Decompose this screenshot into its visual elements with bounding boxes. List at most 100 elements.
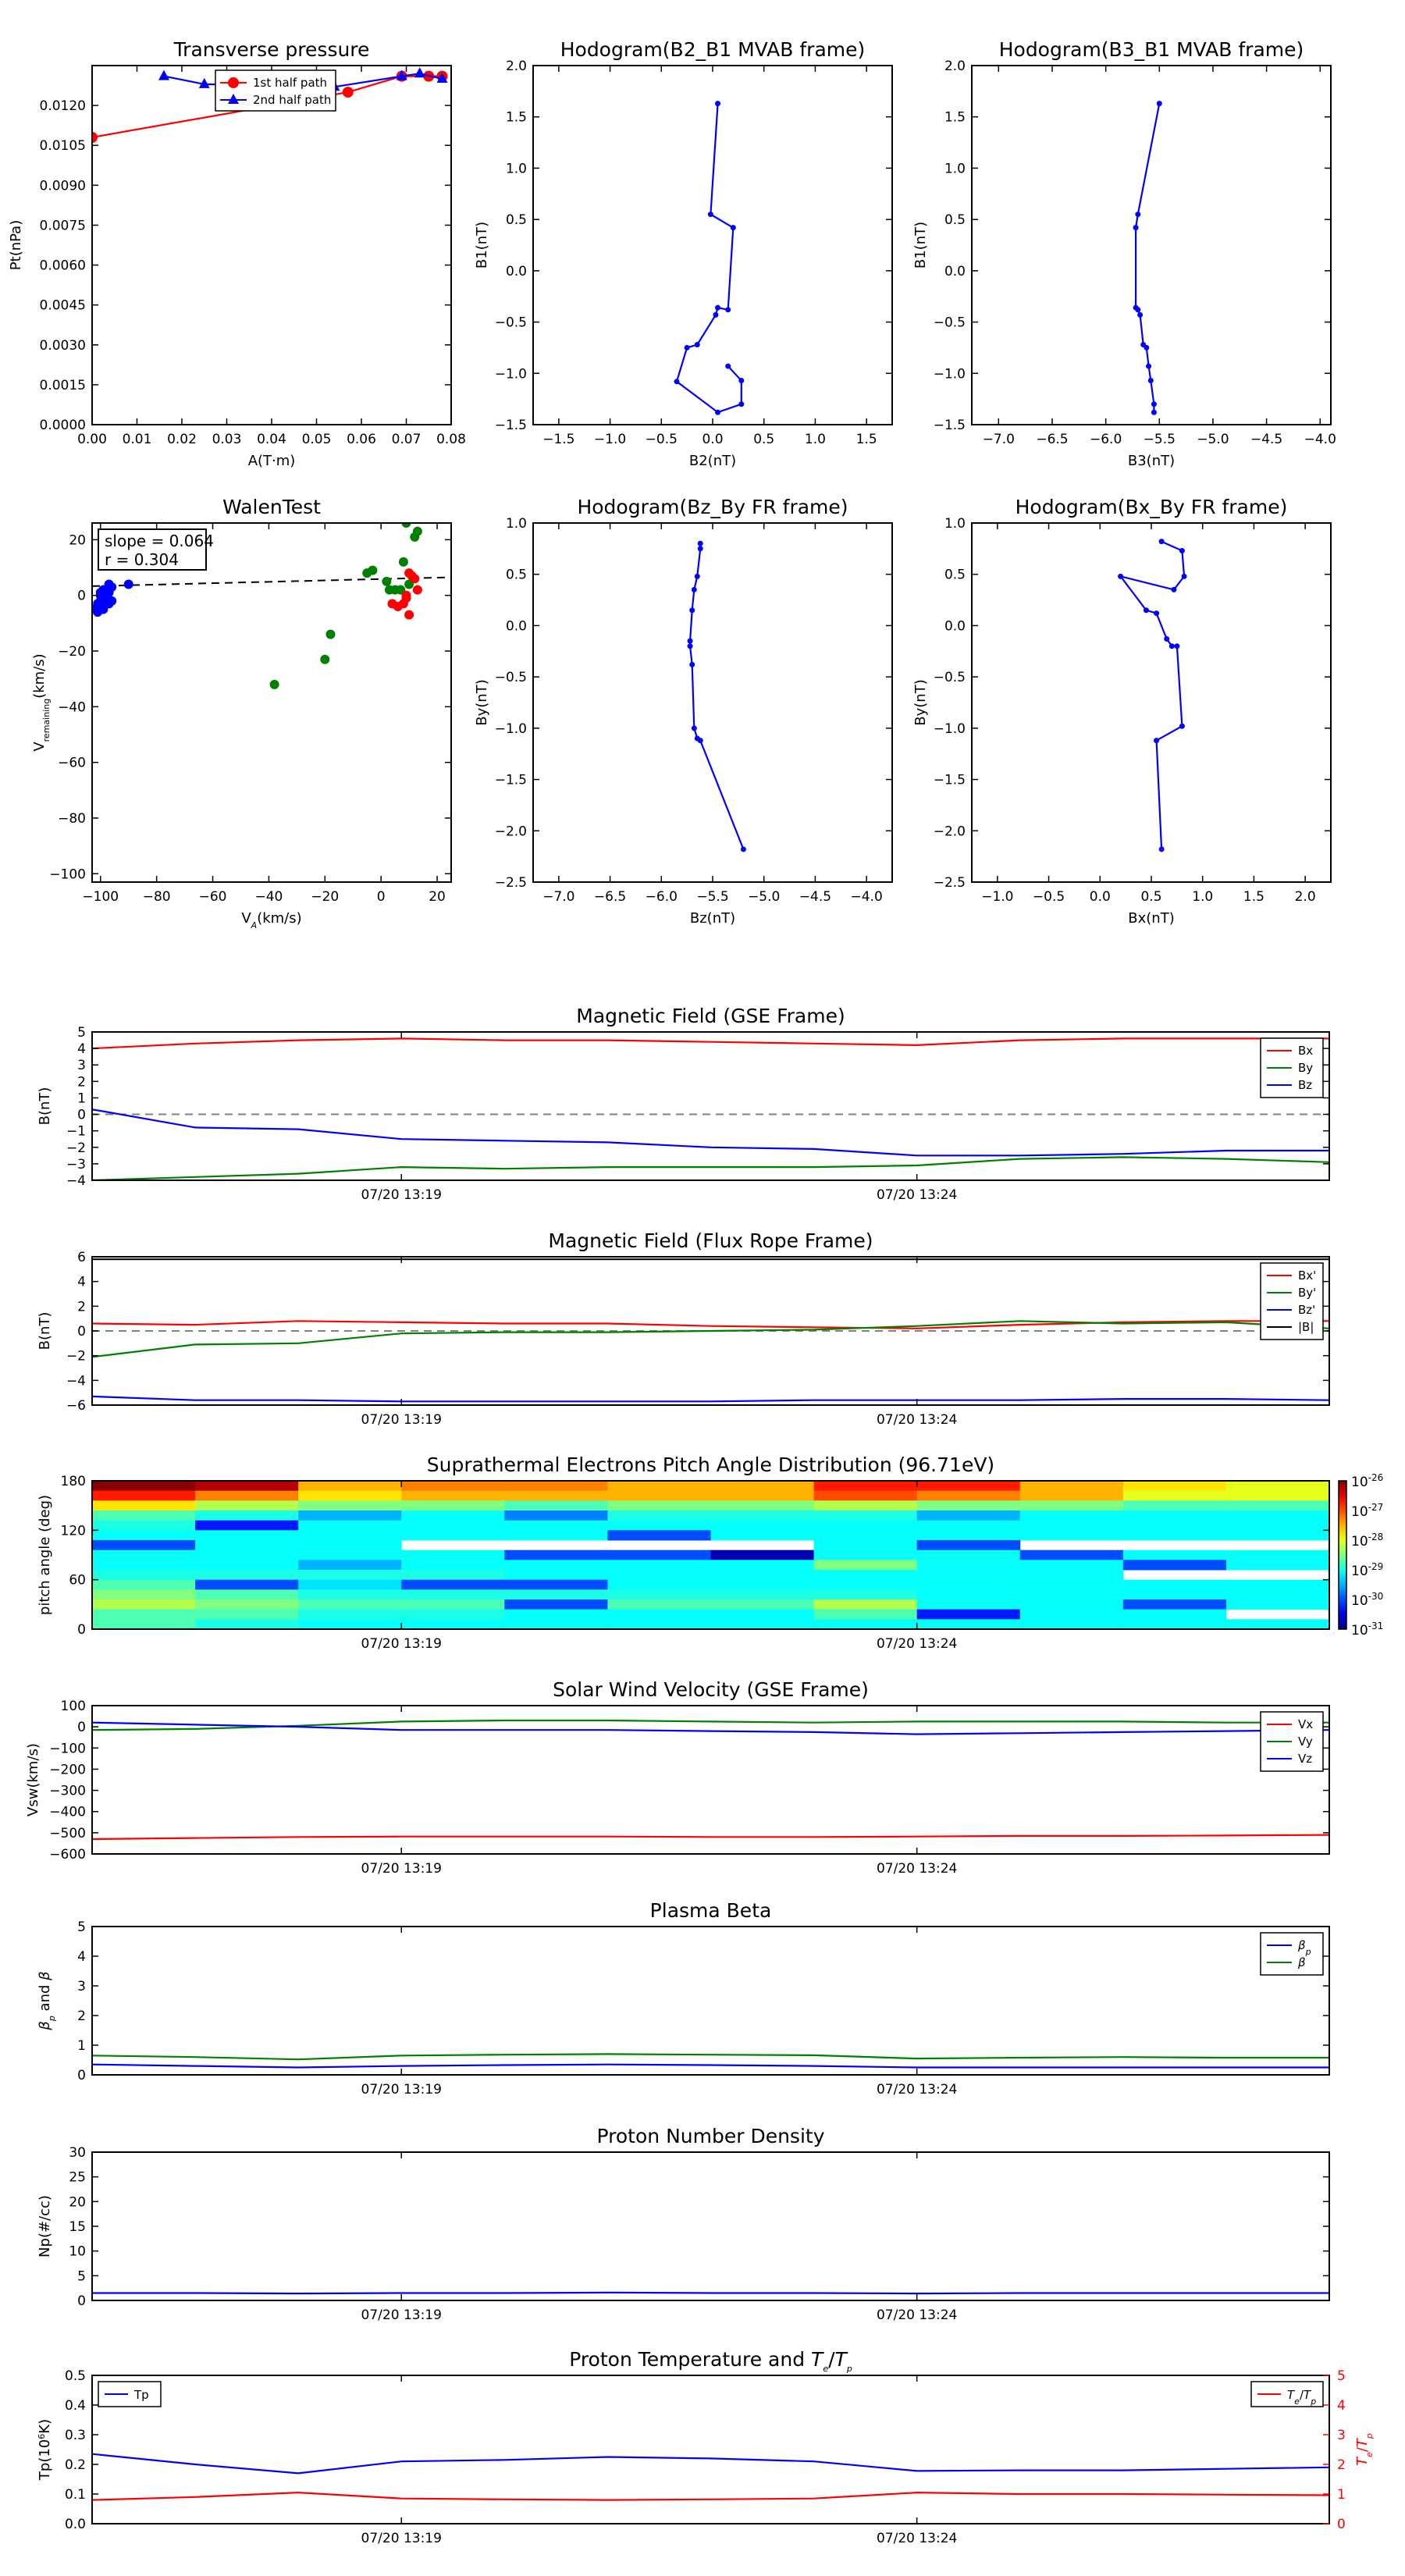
heatmap-cell bbox=[916, 1550, 1021, 1560]
heatmap-cell bbox=[298, 1619, 402, 1629]
heatmap-cell bbox=[401, 1570, 505, 1581]
heatmap-cell bbox=[916, 1530, 1021, 1541]
y-tick-label: −200 bbox=[49, 1762, 86, 1777]
heatmap-cell bbox=[298, 1510, 402, 1521]
data-point bbox=[1133, 225, 1139, 231]
data-point bbox=[740, 846, 746, 852]
colorbar-tick-label: 10-26 bbox=[1351, 1472, 1383, 1490]
x-tick-label: 07/20 13:24 bbox=[877, 2307, 957, 2323]
data-point bbox=[1158, 539, 1165, 545]
heatmap-cell bbox=[916, 1570, 1021, 1581]
y-tick-label: 0.4 bbox=[65, 2398, 86, 2414]
legend bbox=[215, 69, 336, 112]
x-tick-label: −5.5 bbox=[1144, 432, 1176, 447]
x-tick-label: −20 bbox=[311, 889, 339, 905]
y-tick-label: 0.0000 bbox=[40, 418, 86, 433]
data-point bbox=[689, 661, 695, 667]
y-tick-label: 4 bbox=[77, 1041, 86, 1057]
colorbar-tick-label: 10-29 bbox=[1351, 1561, 1383, 1579]
heatmap-cell bbox=[813, 1550, 918, 1560]
heatmap-cell bbox=[710, 1560, 815, 1571]
heatmap-cell bbox=[195, 1530, 299, 1541]
heatmap-cell bbox=[401, 1510, 505, 1521]
heatmap-cell bbox=[607, 1589, 711, 1600]
heatmap-cell bbox=[710, 1520, 815, 1531]
data-point bbox=[689, 607, 695, 614]
y-tick-label: 1.0 bbox=[506, 516, 527, 532]
x-tick-label: 07/20 13:19 bbox=[361, 1861, 442, 1877]
heatmap-cell bbox=[1225, 1579, 1329, 1590]
heatmap-cell bbox=[1225, 1619, 1329, 1629]
legend-label: Vx bbox=[1298, 1717, 1313, 1731]
y-axis-label: B1(nT) bbox=[474, 222, 490, 269]
y-tick-label: −1.5 bbox=[495, 773, 527, 788]
data-point bbox=[738, 377, 745, 383]
heatmap-cell bbox=[92, 1490, 196, 1501]
heatmap-cell bbox=[1019, 1500, 1124, 1511]
heatmap-cell bbox=[1225, 1520, 1329, 1531]
x-tick-label: −1.5 bbox=[542, 432, 574, 447]
panel-temp: Proton Temperature and Te/Tp 07/20 13:19 0… bbox=[37, 2348, 1375, 2546]
heatmap-cell bbox=[1122, 1579, 1227, 1590]
y-right-tick-label: 3 bbox=[1337, 2428, 1346, 2443]
heatmap-cell bbox=[195, 1599, 299, 1610]
heatmap-cell bbox=[1019, 1550, 1124, 1560]
annotation-r: r = 0.304 bbox=[105, 550, 179, 569]
data-point bbox=[398, 557, 408, 567]
y-tick-label: 2.0 bbox=[944, 59, 966, 74]
heatmap-cell bbox=[92, 1570, 196, 1581]
heatmap-cell bbox=[92, 1579, 196, 1590]
heatmap-cell bbox=[813, 1619, 918, 1629]
x-tick-label: 2.0 bbox=[1295, 889, 1316, 905]
heatmap-cell bbox=[607, 1500, 711, 1511]
data-point bbox=[414, 67, 425, 78]
panel-np: Proton Number Density 07/20 13:19 07/20 13… bbox=[37, 2125, 1330, 2323]
heatmap-cell bbox=[607, 1510, 711, 1521]
heatmap-cell bbox=[298, 1530, 402, 1541]
data-point bbox=[104, 579, 114, 589]
x-tick-label: 0.03 bbox=[212, 432, 242, 447]
heatmap-cell bbox=[504, 1490, 608, 1501]
y-tick-label: 0.5 bbox=[944, 568, 966, 583]
y-tick-label: 10 bbox=[69, 2244, 86, 2260]
data-point bbox=[412, 585, 422, 595]
x-axis-label: A(T·m) bbox=[248, 453, 296, 469]
heatmap-cell bbox=[813, 1500, 918, 1511]
axes-frame bbox=[532, 522, 893, 883]
heatmap-cell bbox=[298, 1560, 402, 1571]
panel-h4: Hodogram(Bx_By FR frame) −1.0 −0.5 0.0 0.5 1.… bbox=[912, 496, 1332, 927]
heatmap-cell bbox=[298, 1550, 402, 1560]
x-tick-label: 07/20 13:24 bbox=[877, 2082, 957, 2097]
y-tick-label: 0.0075 bbox=[40, 218, 86, 233]
x-axis-label: Bx(nT) bbox=[1128, 910, 1174, 927]
series-line-Vy bbox=[92, 1719, 1329, 1731]
y-tick-label: −400 bbox=[49, 1805, 86, 1820]
heatmap-cell bbox=[916, 1589, 1021, 1600]
heatmap-cell bbox=[607, 1599, 711, 1610]
y-tick-label: 180 bbox=[61, 1474, 86, 1489]
heatmap-cell bbox=[195, 1540, 299, 1551]
x-tick-label: 1.5 bbox=[856, 432, 877, 447]
x-tick-label: −0.5 bbox=[646, 432, 678, 447]
heatmap-cell bbox=[710, 1609, 815, 1620]
heatmap-cell bbox=[1225, 1550, 1329, 1560]
y-tick-label: −40 bbox=[58, 699, 86, 715]
data-point bbox=[1154, 738, 1160, 744]
y-axis-label: Pt(nPa) bbox=[8, 220, 24, 270]
x-tick-label: 1.5 bbox=[1243, 889, 1264, 905]
y-right-tick-label: 1 bbox=[1337, 2487, 1346, 2503]
data-point bbox=[1156, 101, 1162, 107]
data-point bbox=[123, 579, 133, 589]
x-tick-label: 0.5 bbox=[753, 432, 774, 447]
heatmap-cell bbox=[813, 1609, 918, 1620]
heatmap-cell bbox=[195, 1550, 299, 1560]
data-point bbox=[715, 409, 721, 415]
y-tick-label: −4 bbox=[66, 1173, 86, 1189]
y-tick-label: −100 bbox=[49, 866, 86, 882]
heatmap-cell bbox=[813, 1589, 918, 1600]
plot-area bbox=[92, 2053, 1329, 2069]
heatmap-cell bbox=[1019, 1520, 1124, 1531]
data-point bbox=[694, 573, 700, 579]
series-line-Vx bbox=[92, 1834, 1329, 1841]
